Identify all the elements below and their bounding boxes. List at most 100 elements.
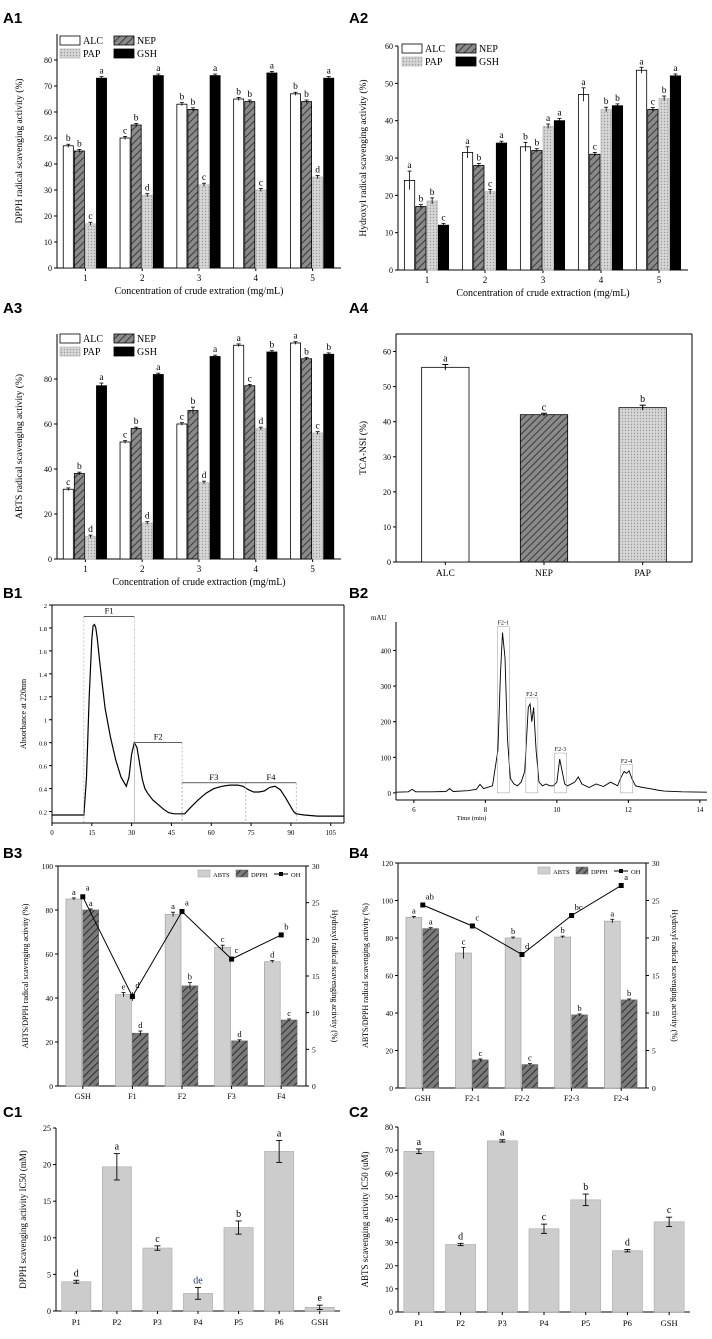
y-tick-label: 0 — [389, 1308, 393, 1317]
significance-letter: a — [581, 78, 586, 88]
hplc-trace — [395, 632, 708, 793]
bar-gsh — [323, 353, 335, 560]
x-tick-label: 14 — [696, 806, 704, 814]
legend-label: ALC — [83, 334, 103, 345]
significance-letter: a — [465, 137, 470, 147]
legend-label: NEP — [137, 36, 156, 47]
bar-nep — [415, 206, 427, 271]
y-tick-label: 60 — [44, 420, 52, 429]
bar-pap — [658, 97, 670, 271]
x-tick-label: 105 — [325, 829, 336, 837]
significance-letter: d — [138, 1020, 143, 1030]
legend-label: DPPH — [251, 872, 268, 879]
y-tick-label: 20 — [43, 1161, 51, 1170]
bar-alc — [290, 342, 301, 560]
x-tick-label: 1 — [83, 564, 88, 574]
bar-alc — [233, 344, 245, 560]
bar-pap — [618, 407, 667, 563]
y-axis-title: Hydroxyl radical scavenging activity (%) — [358, 79, 369, 236]
bar-dpph — [422, 928, 439, 1089]
bar-alc — [635, 69, 648, 271]
significance-letter: d — [458, 1231, 463, 1242]
bar-pap — [198, 482, 210, 560]
x-tick-label: P3 — [153, 1317, 162, 1327]
y-tick-label: 40 — [383, 418, 391, 427]
significance-letter: a — [99, 67, 104, 77]
bar-alc — [176, 103, 188, 269]
y-tick-label: 30 — [385, 154, 393, 163]
chart-b1: B1 0.2 0.4 0.6 0.8 1 1.2 1.4 1.6 1.8 2 Absorbance a… — [3, 585, 345, 837]
y-tick-label: 50 — [385, 1192, 393, 1201]
significance-letter: b — [640, 394, 645, 405]
legend-marker-oh — [619, 869, 623, 873]
fraction-label: F4 — [267, 772, 277, 782]
bar-alc — [62, 488, 74, 560]
y-tick-label: 1 — [44, 718, 47, 725]
significance-letter: b — [418, 195, 423, 205]
y-tick-label: 0 — [389, 266, 393, 275]
significance-letter: a — [407, 161, 412, 171]
y-tick-label: 5 — [47, 1270, 51, 1279]
bar-nep — [301, 358, 312, 560]
y2-tick-label: 10 — [312, 1009, 320, 1018]
significance-letter: c — [542, 1212, 547, 1223]
panel-label: A3 — [3, 300, 22, 317]
peak-label: F2-1 — [498, 621, 509, 627]
x-tick-label: 2 — [140, 273, 145, 283]
significance-letter: c — [651, 98, 655, 108]
bar-dpph — [181, 985, 199, 1087]
y-tick-label: 60 — [383, 348, 391, 357]
legend-swatch-abts — [197, 869, 211, 878]
y-tick-label: 50 — [383, 383, 391, 392]
x-axis-title: Concentration of crude extraction (mg/mL… — [112, 577, 285, 588]
x-tick-label: 5 — [310, 564, 315, 574]
y-tick-label: 40 — [385, 1216, 393, 1225]
x-tick-label: 1 — [83, 273, 88, 283]
y-axis-title: Absorbance at 220nm — [19, 678, 28, 749]
y2-tick-label: 30 — [652, 859, 660, 868]
y-tick-label: 80 — [44, 375, 52, 384]
y2-tick-label: 0 — [312, 1082, 316, 1091]
y-tick-label: 10 — [383, 523, 391, 532]
bar-dpph — [571, 1014, 588, 1089]
x-tick-label: P6 — [275, 1317, 284, 1327]
panel-label: A2 — [349, 10, 368, 27]
x-tick-label: 4 — [254, 564, 259, 574]
bar-dpph — [231, 1040, 248, 1087]
y-tick-label: 30 — [44, 186, 52, 195]
bar-gsh — [437, 224, 450, 271]
legend-label: GSH — [137, 347, 157, 358]
y-tick-label: 60 — [44, 108, 52, 117]
significance-letter: c — [441, 213, 445, 223]
significance-letter: a — [417, 1137, 422, 1148]
y-tick-label: 80 — [46, 906, 54, 915]
y-axis-title: mAU — [371, 614, 387, 622]
bar-abts — [554, 936, 571, 1089]
x-tick-label: GSH — [415, 1094, 431, 1103]
bar-abts — [604, 920, 621, 1089]
significance-letter: c — [667, 1205, 672, 1216]
legend-label: PAP — [83, 347, 101, 358]
significance-letter: d — [625, 1238, 630, 1249]
peak-box — [525, 697, 539, 794]
bar-nep — [519, 414, 569, 563]
bar-p3 — [142, 1247, 173, 1312]
x-tick-label: P4 — [194, 1317, 204, 1327]
legend-label: PAP — [83, 49, 101, 60]
x-tick-label: GSH — [661, 1318, 678, 1328]
x-tick-label: 4 — [599, 275, 604, 285]
y-tick-label: 10 — [385, 229, 393, 238]
significance-letter: a — [639, 57, 644, 67]
bar-nep — [130, 124, 142, 269]
y-tick-label: 20 — [44, 212, 52, 221]
peak-label: F2-2 — [526, 692, 537, 698]
bar-alc — [461, 151, 474, 271]
x-tick-label: P1 — [414, 1318, 423, 1328]
x-tick-label: 90 — [287, 829, 295, 837]
y-tick-label: 400 — [381, 647, 392, 655]
significance-letter: b — [293, 82, 298, 92]
y-tick-label: 0.8 — [39, 741, 47, 748]
x-tick-label: 45 — [168, 829, 176, 837]
x-tick-label: 2 — [140, 564, 145, 574]
